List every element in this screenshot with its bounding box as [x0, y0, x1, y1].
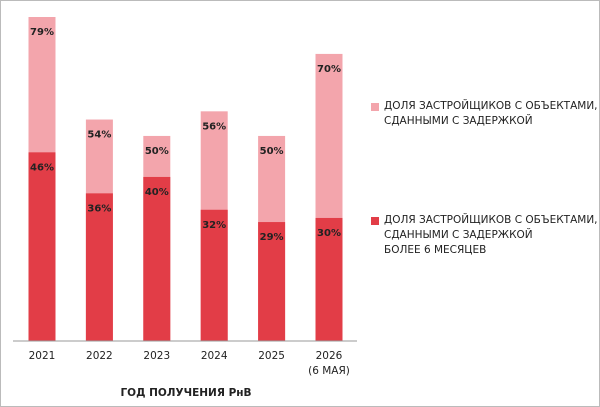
bar — [85, 193, 113, 341]
legend-swatch — [371, 103, 379, 111]
value-label: 79% — [30, 27, 54, 38]
value-label: 56% — [202, 121, 226, 132]
legend-label: ДОЛЯ ЗАСТРОЙЩИКОВ С ОБЪЕКТАМИ, СДАННЫМИ … — [384, 214, 598, 256]
bar — [200, 209, 228, 341]
x-tick-label: 2026 (6 МАЯ) — [308, 350, 350, 377]
value-label: 50% — [145, 146, 169, 157]
value-label: 46% — [30, 162, 54, 173]
x-tick-label: 2023 — [143, 350, 171, 362]
value-label: 40% — [145, 187, 169, 198]
value-label: 50% — [260, 146, 284, 157]
bar — [143, 176, 171, 341]
x-tick-label: 2022 — [86, 350, 113, 362]
value-label: 32% — [202, 220, 226, 231]
value-label: 29% — [260, 232, 284, 243]
value-label: 54% — [87, 130, 111, 141]
x-tick-label: 2024 — [200, 350, 228, 362]
x-tick-label: 2025 — [258, 350, 285, 362]
bar — [315, 217, 343, 341]
value-label: 70% — [317, 64, 341, 75]
x-tick-label: 2021 — [28, 350, 56, 362]
x-axis-title: ГОД ПОЛУЧЕНИЯ РнВ — [120, 387, 252, 399]
legend-label: ДОЛЯ ЗАСТРОЙЩИКОВ С ОБЪЕКТАМИ, СДАННЫМИ … — [384, 100, 598, 127]
value-label: 36% — [87, 203, 111, 214]
bar — [258, 222, 286, 341]
legend-swatch — [371, 217, 379, 225]
value-label: 30% — [317, 228, 341, 239]
bar — [28, 152, 56, 341]
